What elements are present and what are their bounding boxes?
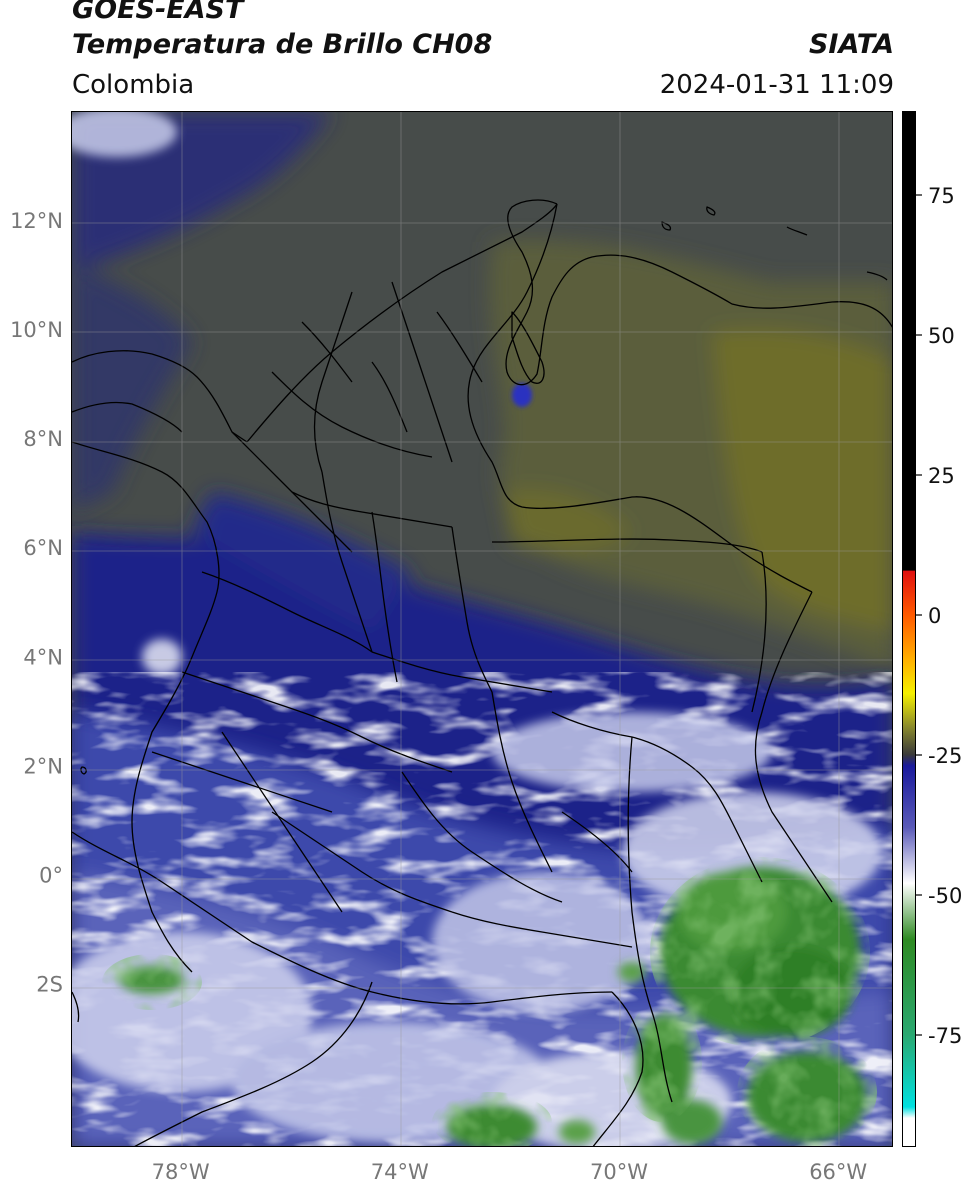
colorbar-tick-label: 75 <box>928 184 955 208</box>
lat-tick-label: 10°N <box>10 318 63 342</box>
lat-tick-label: 2°N <box>23 754 63 778</box>
product-title: Temperatura de Brillo CH08 <box>72 29 493 60</box>
lon-tick-label: 70°W <box>590 1160 648 1184</box>
lat-tick-label: 2S <box>36 972 63 996</box>
lon-tick-label: 66°W <box>809 1160 867 1184</box>
colorbar-tick-label: 25 <box>928 464 955 488</box>
lon-tick-label: 78°W <box>152 1160 210 1184</box>
satellite-title: GOES-EAST <box>72 0 244 25</box>
lat-tick-label: 12°N <box>10 209 63 233</box>
organization-label: SIATA <box>808 29 894 60</box>
datetime-label: 2024-01-31 11:09 <box>659 70 894 100</box>
colorbar-tick-label: -25 <box>928 744 962 768</box>
colorbar-tick-label: -75 <box>928 1024 962 1048</box>
lon-tick-label: 74°W <box>371 1160 429 1184</box>
temperature-colorbar <box>902 111 916 1147</box>
satellite-map[interactable] <box>71 111 893 1147</box>
lat-tick-label: 6°N <box>23 536 63 560</box>
lat-tick-label: 4°N <box>23 645 63 669</box>
colorbar-tick-label: 0 <box>928 604 941 628</box>
graticule <box>72 112 892 1146</box>
brightness-temperature-field <box>72 112 892 1146</box>
country-borders <box>72 199 892 1146</box>
lat-tick-label: 8°N <box>23 427 63 451</box>
colorbar-tick-label: 50 <box>928 324 955 348</box>
colorbar-tick-label: -50 <box>928 884 962 908</box>
lat-tick-label: 0° <box>39 863 63 887</box>
region-label: Colombia <box>72 70 195 100</box>
